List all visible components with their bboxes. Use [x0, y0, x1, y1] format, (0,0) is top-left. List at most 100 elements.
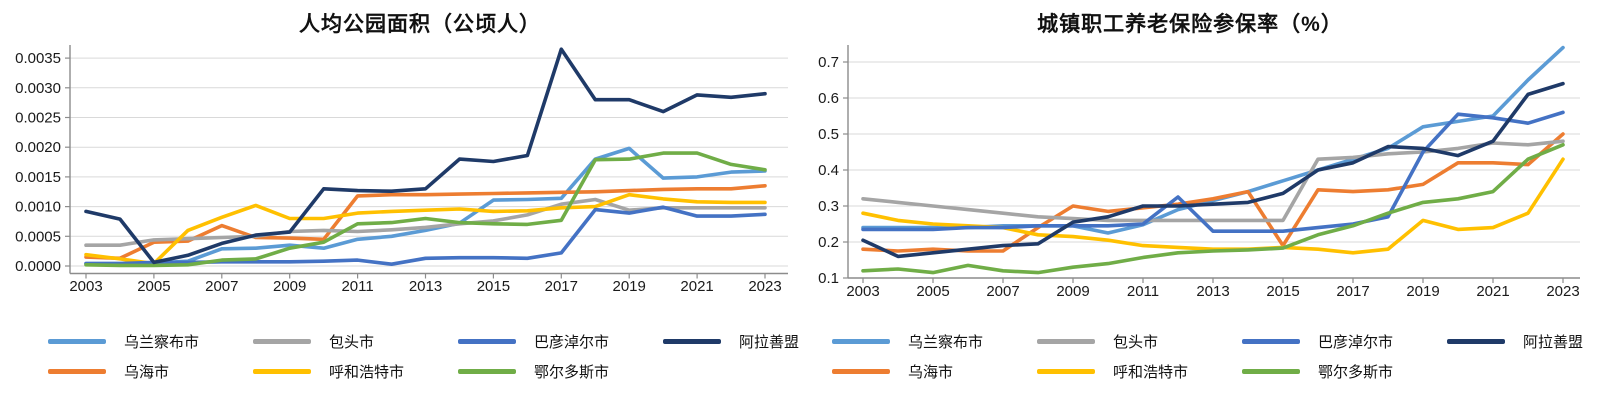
legend-item: 包头市	[1037, 331, 1242, 352]
x-tick-label: 2013	[1196, 283, 1229, 300]
legend-label: 乌海市	[908, 363, 954, 381]
y-tick-label: 0.0010	[15, 199, 61, 216]
legend-label: 呼和浩特市	[329, 363, 405, 381]
x-tick-label: 2003	[69, 278, 102, 295]
chart-pension-rate: 城镇职工养老保险参保率（%） 0.1 0.2 0.3 0.4 0.5 0.6 0.7 2003…	[800, 0, 1600, 416]
legend-label: 乌兰察布市	[124, 333, 200, 351]
legend-item: 乌兰察布市	[48, 331, 253, 352]
y-tick-label: 0.0035	[15, 50, 61, 67]
legend-item: 乌兰察布市	[832, 331, 1037, 352]
y-tick-label: 0.1	[818, 270, 839, 287]
x-tick-label: 2011	[1127, 283, 1159, 300]
legend-item: 巴彦淖尔市	[1242, 331, 1447, 352]
legend-item: 呼和浩特市	[253, 361, 458, 382]
series-line-巴彦淖尔市	[861, 110, 1565, 233]
y-tick-label: 0.0000	[15, 258, 61, 275]
legend-label: 包头市	[329, 333, 375, 351]
legend-swatch-icon	[458, 338, 516, 344]
series-line-阿拉善盟	[861, 81, 1565, 259]
legend-item: 阿拉善盟	[663, 331, 868, 352]
y-tick-label: 0.0015	[15, 169, 61, 186]
legend-label: 巴彦淖尔市	[534, 333, 610, 351]
x-tick-label: 2021	[680, 278, 713, 295]
legend-row: 乌海市 呼和浩特市 鄂尔多斯市	[0, 356, 800, 386]
y-tick-label: 0.2	[818, 234, 839, 251]
series-line-阿拉善盟	[84, 47, 767, 265]
line-plot-park-area: 0.0000 0.0005 0.0010 0.0015 0.0020 0.0025 0.00…	[15, 45, 788, 295]
y-tick-label: 0.7	[818, 54, 839, 71]
chart-title-park-area: 人均公园面积（公顷人）	[299, 13, 541, 36]
legend-swatch-icon	[48, 338, 106, 344]
legend-item: 鄂尔多斯市	[1242, 361, 1447, 382]
x-tick-label: 2007	[986, 283, 1019, 300]
legend-item: 鄂尔多斯市	[458, 361, 663, 382]
series-line-乌海市	[861, 132, 1565, 253]
series-line-乌海市	[84, 184, 767, 261]
y-tick-label: 0.4	[818, 162, 839, 179]
series-line-包头市	[861, 139, 1565, 223]
x-tick-label: 2019	[613, 278, 646, 295]
legend-swatch-icon	[253, 368, 311, 374]
legend-label: 鄂尔多斯市	[534, 363, 610, 381]
x-tick-label: 2009	[273, 278, 306, 295]
y-tick-label: 0.5	[818, 126, 839, 143]
line-plot-pension-rate: 0.1 0.2 0.3 0.4 0.5 0.6 0.7 2003 2005 2007 2009 201…	[818, 45, 1580, 300]
x-tick-label: 2017	[1336, 283, 1369, 300]
x-tick-label: 2013	[409, 278, 442, 295]
y-tick-label: 0.0030	[15, 80, 61, 97]
y-tick-label: 0.0025	[15, 110, 61, 127]
x-tick-label: 2005	[137, 278, 170, 295]
legend-swatch-icon	[1447, 338, 1505, 344]
chart-title-pension-rate: 城镇职工养老保险参保率（%）	[1037, 13, 1343, 36]
legend-label: 阿拉善盟	[739, 333, 800, 351]
legend-item: 阿拉善盟	[1447, 331, 1600, 352]
legend-pension-rate: 乌兰察布市 包头市 巴彦淖尔市 阿拉善盟乌海市 呼和浩特市 鄂尔多斯市	[800, 326, 1600, 386]
legend-swatch-icon	[48, 368, 106, 374]
chart-park-area: 人均公园面积（公顷人） 0.0000 0.0005 0.0010 0.0015 0.00…	[0, 13, 800, 386]
legend-label: 鄂尔多斯市	[1318, 363, 1394, 381]
legend-item: 乌海市	[48, 361, 253, 382]
legend-swatch-icon	[1037, 338, 1095, 344]
x-tick-label: 2009	[1056, 283, 1089, 300]
series-line-呼和浩特市	[84, 192, 767, 266]
legend-item: 乌海市	[832, 361, 1037, 382]
x-tick-label: 2007	[205, 278, 238, 295]
y-tick-label: 0.6	[818, 90, 839, 107]
legend-swatch-icon	[253, 338, 311, 344]
y-tick-label: 0.0020	[15, 139, 61, 156]
legend-row: 乌兰察布市 包头市 巴彦淖尔市 阿拉善盟	[800, 326, 1600, 356]
legend-swatch-icon	[1242, 338, 1300, 344]
x-tick-label: 2015	[1266, 283, 1299, 300]
legend-label: 呼和浩特市	[1113, 363, 1189, 381]
legend-park-area: 乌兰察布市 包头市 巴彦淖尔市 阿拉善盟乌海市 呼和浩特市 鄂尔多斯市	[0, 326, 800, 386]
x-tick-label: 2005	[916, 283, 949, 300]
legend-label: 巴彦淖尔市	[1318, 333, 1394, 351]
legend-label: 乌海市	[124, 363, 170, 381]
legend-label: 包头市	[1113, 333, 1159, 351]
x-tick-label: 2011	[341, 278, 373, 295]
series-line-鄂尔多斯市	[861, 143, 1565, 275]
legend-label: 乌兰察布市	[908, 333, 984, 351]
y-tick-label: 0.0005	[15, 228, 61, 245]
x-tick-label: 2019	[1406, 283, 1439, 300]
legend-item: 巴彦淖尔市	[458, 331, 663, 352]
series-line-鄂尔多斯市	[84, 151, 767, 268]
series-line-乌兰察布市	[84, 146, 767, 266]
x-tick-label: 2023	[1546, 283, 1579, 300]
legend-swatch-icon	[1037, 368, 1095, 374]
legend-swatch-icon	[1242, 368, 1300, 374]
legend-item: 呼和浩特市	[1037, 361, 1242, 382]
legend-swatch-icon	[458, 368, 516, 374]
legend-row: 乌海市 呼和浩特市 鄂尔多斯市	[800, 356, 1600, 386]
x-tick-label: 2003	[846, 283, 879, 300]
legend-item: 包头市	[253, 331, 458, 352]
y-tick-label: 0.3	[818, 198, 839, 215]
x-tick-label: 2017	[545, 278, 578, 295]
legend-swatch-icon	[832, 368, 890, 374]
legend-swatch-icon	[663, 338, 721, 344]
legend-label: 阿拉善盟	[1523, 333, 1584, 351]
x-tick-label: 2023	[748, 278, 781, 295]
x-tick-label: 2021	[1476, 283, 1509, 300]
legend-swatch-icon	[832, 338, 890, 344]
